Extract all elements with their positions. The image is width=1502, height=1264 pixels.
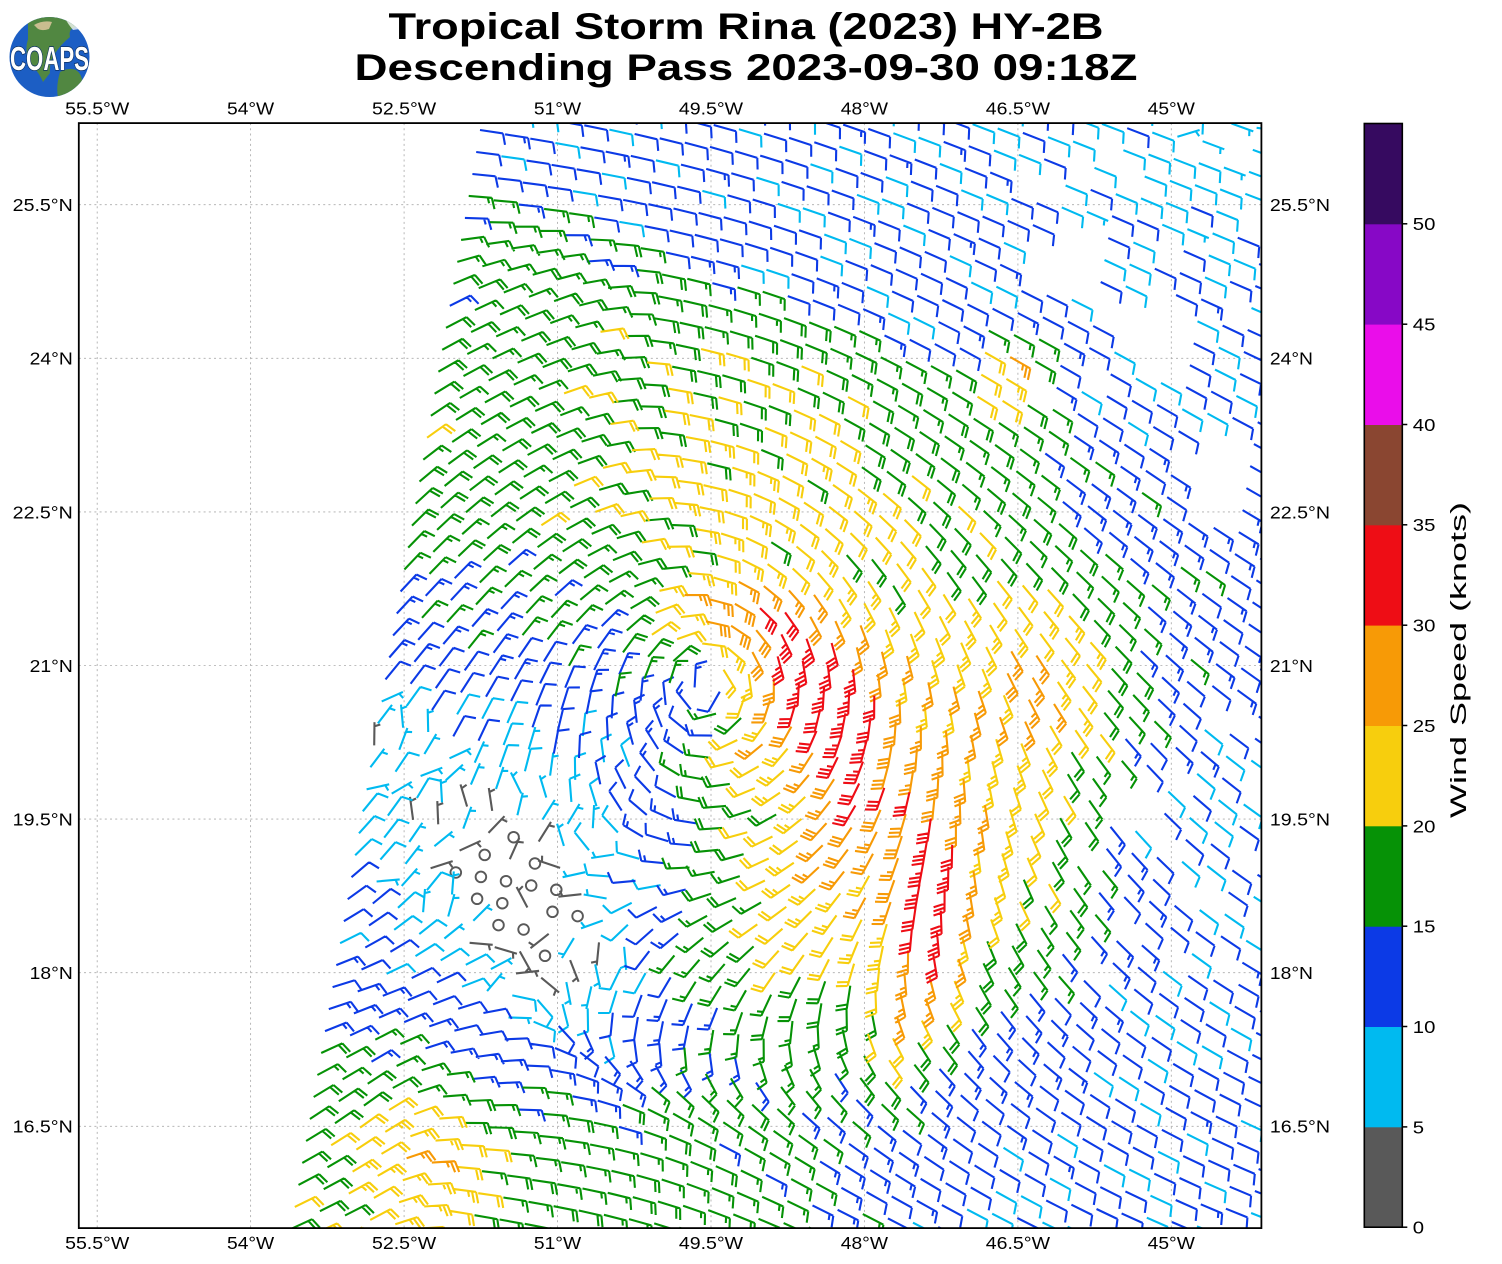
svg-text:Wind Speed (knots): Wind Speed (knots) — [1446, 502, 1471, 818]
svg-text:Descending Pass 2023-09-30 09:: Descending Pass 2023-09-30 09:18Z — [355, 47, 1138, 88]
svg-text:24°N: 24°N — [30, 349, 73, 369]
svg-text:46.5°W: 46.5°W — [986, 1233, 1050, 1253]
svg-text:51°W: 51°W — [534, 99, 581, 119]
svg-text:25.5°N: 25.5°N — [13, 195, 73, 215]
svg-text:54°W: 54°W — [227, 1233, 274, 1253]
svg-text:22.5°N: 22.5°N — [13, 502, 73, 522]
svg-text:55.5°W: 55.5°W — [65, 99, 129, 119]
svg-text:25.5°N: 25.5°N — [1270, 195, 1330, 215]
svg-text:49.5°W: 49.5°W — [679, 99, 743, 119]
svg-text:30: 30 — [1413, 616, 1436, 636]
svg-text:45°W: 45°W — [1148, 99, 1195, 119]
svg-text:21°N: 21°N — [30, 656, 73, 676]
svg-text:COAPS: COAPS — [10, 40, 89, 77]
svg-text:Tropical Storm Rina (2023) HY-: Tropical Storm Rina (2023) HY-2B — [389, 6, 1104, 47]
svg-text:19.5°N: 19.5°N — [13, 810, 73, 830]
svg-text:20: 20 — [1413, 816, 1436, 836]
svg-text:54°W: 54°W — [227, 99, 274, 119]
svg-text:16.5°N: 16.5°N — [13, 1117, 73, 1137]
svg-text:16.5°N: 16.5°N — [1270, 1117, 1330, 1137]
svg-text:22.5°N: 22.5°N — [1270, 502, 1330, 522]
svg-text:51°W: 51°W — [534, 1233, 581, 1253]
svg-text:35: 35 — [1413, 515, 1436, 535]
svg-text:10: 10 — [1413, 1017, 1436, 1037]
svg-text:15: 15 — [1413, 917, 1436, 937]
svg-text:21°N: 21°N — [1270, 656, 1313, 676]
svg-text:45°W: 45°W — [1148, 1233, 1195, 1253]
svg-text:52.5°W: 52.5°W — [372, 1233, 436, 1253]
svg-text:55.5°W: 55.5°W — [65, 1233, 129, 1253]
svg-text:49.5°W: 49.5°W — [679, 1233, 743, 1253]
svg-text:48°W: 48°W — [841, 1233, 888, 1253]
svg-text:18°N: 18°N — [1270, 963, 1313, 983]
svg-text:24°N: 24°N — [1270, 349, 1313, 369]
svg-text:5: 5 — [1413, 1117, 1424, 1137]
svg-text:48°W: 48°W — [841, 99, 888, 119]
svg-text:19.5°N: 19.5°N — [1270, 810, 1330, 830]
svg-text:18°N: 18°N — [30, 963, 73, 983]
svg-text:50: 50 — [1413, 214, 1436, 234]
svg-text:0: 0 — [1413, 1218, 1424, 1238]
svg-text:45: 45 — [1413, 315, 1436, 335]
svg-text:40: 40 — [1413, 415, 1436, 435]
svg-text:52.5°W: 52.5°W — [372, 99, 436, 119]
svg-text:25: 25 — [1413, 716, 1436, 736]
svg-text:46.5°W: 46.5°W — [986, 99, 1050, 119]
